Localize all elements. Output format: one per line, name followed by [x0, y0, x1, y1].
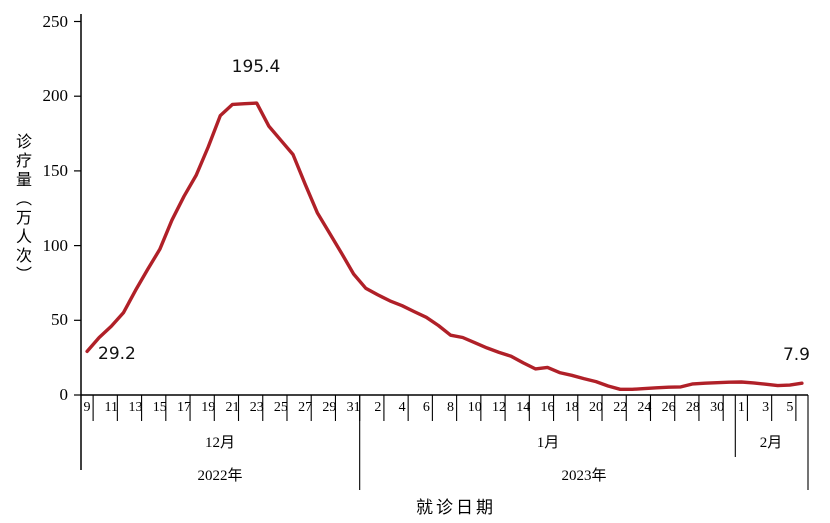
x-tick-label: 8: [447, 400, 455, 415]
x-tick-label: 1: [737, 400, 745, 415]
x-tick-label: 21: [225, 400, 240, 415]
x-tick-label: 20: [588, 400, 603, 415]
annotation-start-value: 29.2: [98, 344, 136, 364]
x-tick-label: 29: [322, 400, 337, 415]
month-label-january: 1月: [536, 435, 560, 451]
y-tick-label: 100: [42, 235, 69, 255]
x-tick-label: 3: [762, 400, 770, 415]
y-tick-label: 50: [51, 310, 68, 330]
x-tick-label: 16: [540, 400, 555, 415]
year-label-2022: 2022年: [197, 468, 243, 484]
x-tick-label: 27: [298, 400, 313, 415]
year-label-2023: 2023年: [561, 468, 607, 484]
month-label-february: 2月: [759, 435, 783, 451]
y-axis-title: 诊疗量（万人次）: [13, 133, 30, 285]
x-tick-label: 9: [83, 400, 91, 415]
x-tick-label: 10: [467, 400, 482, 415]
x-tick-label: 24: [637, 400, 652, 415]
x-tick-label: 5: [786, 400, 794, 415]
month-label-december: 12月: [204, 435, 236, 451]
y-tick-label: 250: [42, 11, 69, 31]
y-tick-label: 150: [42, 160, 69, 180]
x-tick-label: 30: [710, 400, 725, 415]
x-tick-label: 15: [152, 400, 167, 415]
x-tick-label: 25: [273, 400, 288, 415]
x-tick-label: 19: [201, 400, 216, 415]
x-tick-label: 23: [249, 400, 264, 415]
x-tick-label: 31: [346, 400, 361, 415]
trend-line: [85, 101, 804, 391]
y-tick-label: 200: [42, 86, 69, 106]
x-tick-label: 12: [492, 400, 507, 415]
annotation-peak-value: 195.4: [231, 57, 281, 77]
x-tick-label: 17: [176, 400, 191, 415]
x-tick-label: 13: [128, 400, 143, 415]
x-tick-label: 2: [374, 400, 382, 415]
x-tick-label: 6: [422, 400, 430, 415]
x-tick-label: 14: [516, 400, 531, 415]
x-tick-label: 22: [613, 400, 628, 415]
annotation-end-value: 7.9: [782, 345, 810, 365]
x-tick-label: 26: [661, 400, 676, 415]
x-tick-label: 4: [398, 400, 406, 415]
x-tick-label: 18: [564, 400, 579, 415]
x-axis-title: 就诊日期: [416, 498, 496, 517]
x-tick-label: 28: [685, 400, 700, 415]
x-tick-label: 11: [104, 400, 119, 415]
y-tick-label: 0: [59, 385, 69, 404]
